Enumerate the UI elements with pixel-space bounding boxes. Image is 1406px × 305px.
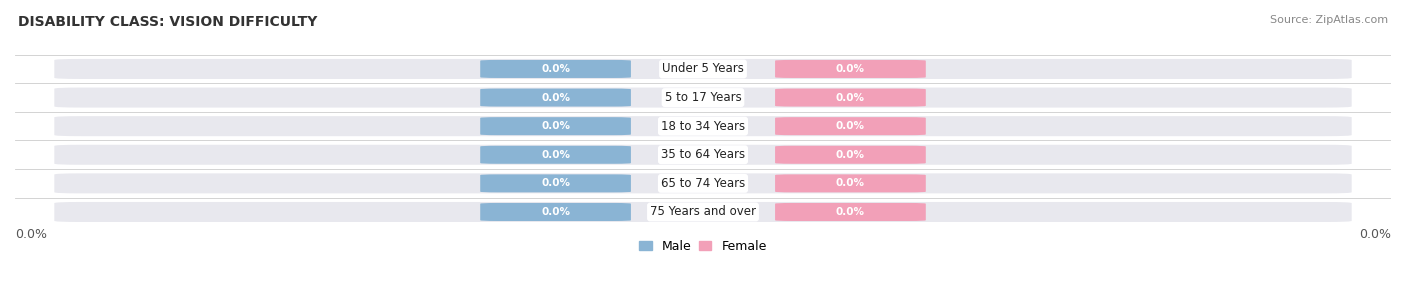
FancyBboxPatch shape: [481, 60, 631, 78]
Text: 5 to 17 Years: 5 to 17 Years: [665, 91, 741, 104]
FancyBboxPatch shape: [481, 203, 631, 221]
Text: 0.0%: 0.0%: [837, 207, 865, 217]
Text: 0.0%: 0.0%: [541, 121, 569, 131]
FancyBboxPatch shape: [775, 117, 925, 135]
Text: 0.0%: 0.0%: [837, 150, 865, 160]
Text: 0.0%: 0.0%: [541, 207, 569, 217]
Text: 75 Years and over: 75 Years and over: [650, 206, 756, 218]
Text: 0.0%: 0.0%: [541, 64, 569, 74]
Text: DISABILITY CLASS: VISION DIFFICULTY: DISABILITY CLASS: VISION DIFFICULTY: [18, 15, 318, 29]
FancyBboxPatch shape: [775, 146, 925, 164]
Text: 0.0%: 0.0%: [15, 228, 46, 241]
FancyBboxPatch shape: [481, 117, 631, 135]
Text: Under 5 Years: Under 5 Years: [662, 63, 744, 75]
FancyBboxPatch shape: [775, 203, 925, 221]
Text: 18 to 34 Years: 18 to 34 Years: [661, 120, 745, 133]
FancyBboxPatch shape: [55, 116, 1351, 136]
FancyBboxPatch shape: [55, 173, 1351, 193]
Text: 65 to 74 Years: 65 to 74 Years: [661, 177, 745, 190]
FancyBboxPatch shape: [775, 174, 925, 192]
FancyBboxPatch shape: [55, 88, 1351, 108]
FancyBboxPatch shape: [55, 59, 1351, 79]
Text: 0.0%: 0.0%: [1360, 228, 1391, 241]
Text: 0.0%: 0.0%: [837, 92, 865, 102]
FancyBboxPatch shape: [481, 146, 631, 164]
FancyBboxPatch shape: [55, 202, 1351, 222]
Text: 35 to 64 Years: 35 to 64 Years: [661, 148, 745, 161]
FancyBboxPatch shape: [55, 145, 1351, 165]
Text: 0.0%: 0.0%: [837, 121, 865, 131]
FancyBboxPatch shape: [481, 174, 631, 192]
Text: 0.0%: 0.0%: [541, 178, 569, 188]
Text: 0.0%: 0.0%: [837, 178, 865, 188]
Text: 0.0%: 0.0%: [837, 64, 865, 74]
FancyBboxPatch shape: [481, 88, 631, 106]
Legend: Male, Female: Male, Female: [634, 235, 772, 258]
Text: 0.0%: 0.0%: [541, 92, 569, 102]
Text: 0.0%: 0.0%: [541, 150, 569, 160]
FancyBboxPatch shape: [775, 60, 925, 78]
Text: Source: ZipAtlas.com: Source: ZipAtlas.com: [1270, 15, 1388, 25]
FancyBboxPatch shape: [775, 88, 925, 106]
